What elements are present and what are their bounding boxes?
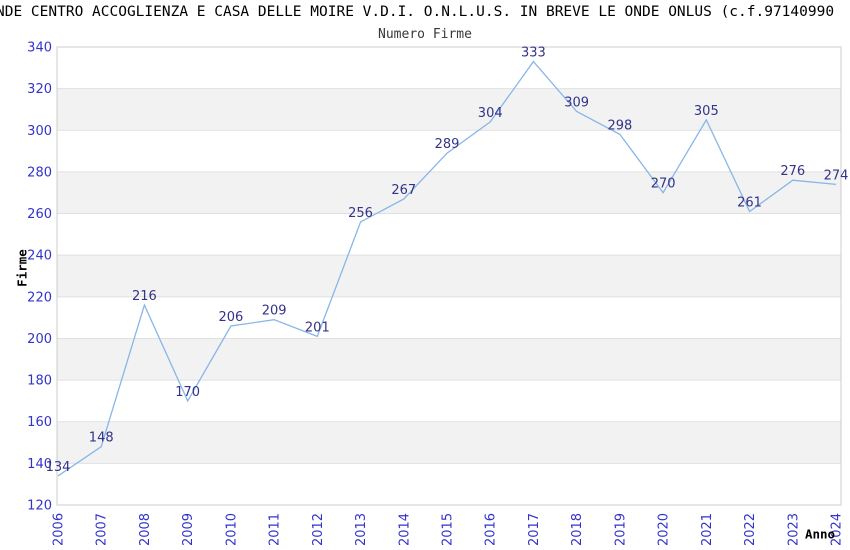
data-label: 170 xyxy=(175,385,200,400)
data-label: 206 xyxy=(218,310,243,325)
x-tick-label: 2024 xyxy=(830,513,845,546)
x-tick-label: 2015 xyxy=(441,513,456,546)
plot-band xyxy=(57,47,841,89)
data-label: 309 xyxy=(564,96,589,111)
x-tick-label: 2017 xyxy=(527,513,542,546)
x-tick-label: 2016 xyxy=(484,513,499,546)
y-tick-label: 340 xyxy=(27,41,52,56)
data-label: 305 xyxy=(694,104,719,119)
chart-title: NDE CENTRO ACCOGLIENZA E CASA DELLE MOIR… xyxy=(0,4,835,20)
x-axis-title: Anno xyxy=(804,526,836,542)
x-tick-label: 2009 xyxy=(181,513,196,546)
data-label: 276 xyxy=(780,164,805,179)
y-tick-label: 300 xyxy=(27,124,52,139)
data-label: 216 xyxy=(132,289,157,304)
data-label: 289 xyxy=(435,137,460,152)
y-tick-label: 280 xyxy=(27,165,52,180)
data-label: 304 xyxy=(478,106,503,121)
x-tick-label: 2020 xyxy=(657,513,672,546)
x-tick-label: 2014 xyxy=(397,513,412,546)
chart-subtitle: Numero Firme xyxy=(378,27,472,42)
x-tick-label: 2010 xyxy=(224,513,239,546)
x-tick-label: 2018 xyxy=(570,513,585,546)
plot-band xyxy=(57,88,841,131)
data-label: 267 xyxy=(391,183,416,198)
data-label: 298 xyxy=(607,118,632,133)
plot-band xyxy=(57,171,841,214)
plot-border xyxy=(56,46,842,506)
plot-band xyxy=(57,421,841,464)
data-label: 201 xyxy=(305,320,330,335)
x-tick-label: 2006 xyxy=(52,513,67,546)
x-tick-label: 2019 xyxy=(613,513,628,546)
data-label: 256 xyxy=(348,206,373,221)
plot-band xyxy=(57,296,841,339)
plot-band xyxy=(57,213,841,256)
y-tick-label: 140 xyxy=(27,457,52,472)
y-tick-label: 200 xyxy=(27,332,52,347)
y-axis-title: Firme xyxy=(14,249,30,287)
y-tick-label: 180 xyxy=(27,374,52,389)
data-label: 134 xyxy=(46,460,71,475)
y-tick-label: 120 xyxy=(27,499,52,514)
x-tick-label: 2012 xyxy=(311,513,326,546)
x-tick-label: 2007 xyxy=(95,513,110,546)
plot-band xyxy=(57,463,841,505)
data-label: 270 xyxy=(651,177,676,192)
y-tick-label: 160 xyxy=(27,415,52,430)
y-tick-label: 320 xyxy=(27,82,52,97)
data-label: 209 xyxy=(262,304,287,319)
x-tick-label: 2013 xyxy=(354,513,369,546)
series-line xyxy=(57,60,837,477)
x-tick-label: 2023 xyxy=(786,513,801,546)
x-tick-label: 2011 xyxy=(268,513,283,546)
data-label: 274 xyxy=(824,168,849,183)
x-tick-label: 2021 xyxy=(700,513,715,546)
y-tick-label: 240 xyxy=(27,249,52,264)
plot-band xyxy=(57,255,841,297)
plot-band xyxy=(57,338,841,381)
y-tick-label: 220 xyxy=(27,290,52,305)
data-label: 261 xyxy=(737,195,762,210)
y-tick-label: 260 xyxy=(27,207,52,222)
data-label: 148 xyxy=(89,431,114,446)
x-tick-label: 2022 xyxy=(743,513,758,546)
data-label: 333 xyxy=(521,46,546,61)
x-tick-label: 2008 xyxy=(138,513,153,546)
